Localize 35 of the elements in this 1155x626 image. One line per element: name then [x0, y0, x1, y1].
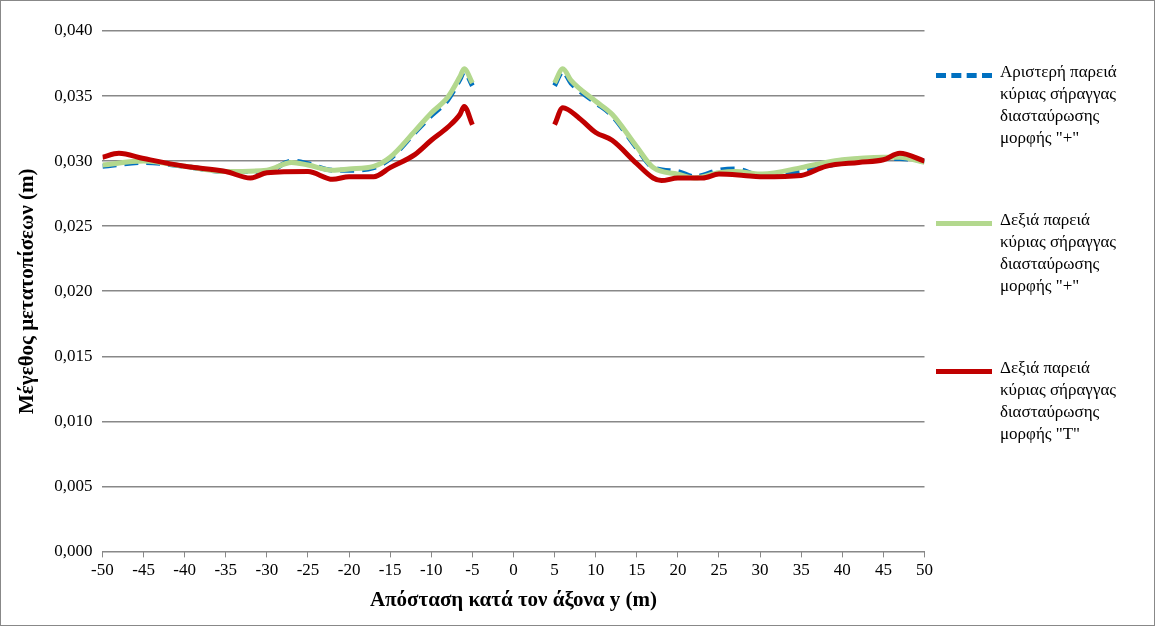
- x-tick-label: -20: [337, 560, 361, 580]
- y-axis-title: Μέγεθος μετατοπίσεων (m): [14, 168, 39, 414]
- x-axis-title: Απόσταση κατά τον άξονα y (m): [369, 586, 658, 611]
- y-tick-label: 0,035: [54, 85, 93, 105]
- x-tick-label: -45: [132, 560, 155, 580]
- x-tick-label: -40: [173, 560, 196, 580]
- legend-label: Δεξιά παρειά κύριας σήραγγας διασταύρωσης μορφής "+": [1000, 209, 1118, 297]
- y-tick-label: 0,015: [54, 345, 93, 365]
- x-tick-label: 20: [669, 560, 687, 580]
- x-tick-label: 25: [710, 560, 728, 580]
- x-tick-label: -30: [255, 560, 279, 580]
- y-tick-label: 0,040: [54, 20, 93, 40]
- x-tick-label: -35: [214, 560, 238, 580]
- x-tick-label: 30: [751, 560, 769, 580]
- x-tick-label: 15: [628, 560, 646, 580]
- x-tick-label: 40: [833, 560, 851, 580]
- x-tick-label: 10: [587, 560, 605, 580]
- x-tick-label: -50: [91, 560, 114, 580]
- x-tick-label: 35: [792, 560, 810, 580]
- x-tick-label: 45: [874, 560, 892, 580]
- y-tick-label: 0,005: [54, 475, 93, 495]
- y-tick-label: 0,010: [54, 410, 93, 430]
- x-tick-label: -5: [465, 560, 480, 580]
- x-tick-label: 0: [509, 560, 518, 580]
- x-tick-label: -25: [296, 560, 320, 580]
- y-tick-label: 0,025: [54, 215, 93, 235]
- x-tick-label: -15: [378, 560, 402, 580]
- y-tick-label: 0,020: [54, 280, 93, 300]
- legend-label: Δεξιά παρειά κύριας σήραγγας διασταύρωσης μορφής "Τ": [1000, 357, 1118, 445]
- y-tick-label: 0,030: [54, 150, 93, 170]
- x-tick-label: -10: [419, 560, 443, 580]
- legend-label: Αριστερή παρειά κύριας σήραγγας διασταύρωσης μορφής "+": [1000, 61, 1118, 149]
- y-tick-label: 0,000: [54, 540, 93, 560]
- x-tick-label: 5: [550, 560, 559, 580]
- x-tick-label: 50: [916, 560, 933, 580]
